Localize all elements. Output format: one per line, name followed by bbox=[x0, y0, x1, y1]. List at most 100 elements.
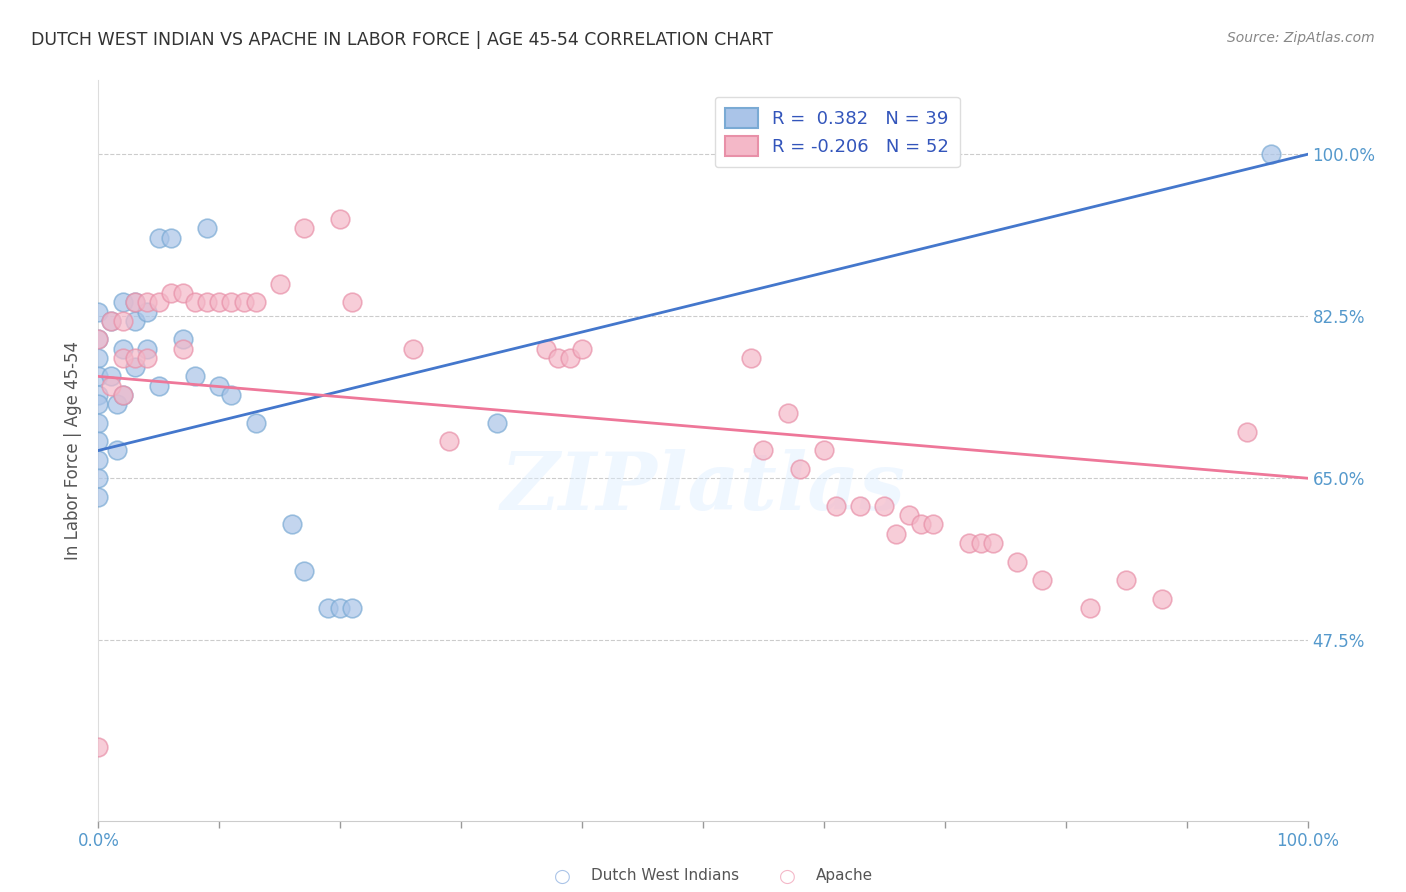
Point bbox=[87, 332, 110, 346]
Point bbox=[813, 443, 835, 458]
Legend: R =  0.382   N = 39, R = -0.206   N = 52: R = 0.382 N = 39, R = -0.206 N = 52 bbox=[714, 96, 960, 168]
Point bbox=[849, 499, 872, 513]
Point bbox=[208, 295, 231, 310]
Point bbox=[402, 342, 425, 356]
Point bbox=[100, 378, 122, 392]
Point bbox=[221, 388, 243, 402]
Point bbox=[437, 434, 460, 449]
Point bbox=[886, 526, 908, 541]
Point bbox=[232, 295, 254, 310]
Point bbox=[124, 295, 146, 310]
Point bbox=[184, 295, 207, 310]
Point bbox=[486, 416, 509, 430]
Point bbox=[316, 600, 339, 615]
Point bbox=[981, 536, 1004, 550]
Point bbox=[873, 499, 896, 513]
Point bbox=[245, 295, 267, 310]
Point bbox=[160, 230, 183, 244]
Point bbox=[124, 360, 146, 375]
Point bbox=[558, 351, 581, 365]
Point bbox=[342, 600, 364, 615]
Point bbox=[105, 397, 128, 411]
Point bbox=[825, 499, 848, 513]
Point bbox=[87, 397, 110, 411]
Point bbox=[281, 517, 304, 532]
Point bbox=[221, 295, 243, 310]
Point bbox=[124, 314, 146, 328]
Point bbox=[1031, 573, 1053, 587]
Point bbox=[124, 351, 146, 365]
Point bbox=[269, 277, 291, 291]
Point bbox=[135, 304, 157, 318]
Point bbox=[1007, 554, 1029, 569]
Text: ○: ○ bbox=[779, 866, 796, 886]
Point bbox=[740, 351, 762, 365]
Point bbox=[100, 314, 122, 328]
Point bbox=[124, 295, 146, 310]
Point bbox=[148, 230, 170, 244]
Point bbox=[87, 739, 110, 754]
Point bbox=[292, 564, 315, 578]
Point bbox=[1078, 600, 1101, 615]
Point bbox=[789, 462, 811, 476]
Point bbox=[195, 295, 218, 310]
Point bbox=[111, 351, 134, 365]
Point bbox=[105, 443, 128, 458]
Point bbox=[172, 286, 194, 301]
Point bbox=[87, 452, 110, 467]
Point bbox=[1152, 591, 1174, 606]
Point bbox=[135, 342, 157, 356]
Point bbox=[897, 508, 920, 523]
Point bbox=[1236, 425, 1258, 439]
Point bbox=[111, 295, 134, 310]
Point bbox=[111, 388, 134, 402]
Point bbox=[148, 378, 170, 392]
Point bbox=[970, 536, 993, 550]
Point bbox=[87, 388, 110, 402]
Text: Apache: Apache bbox=[815, 869, 873, 883]
Point bbox=[245, 416, 267, 430]
Point bbox=[292, 221, 315, 235]
Point bbox=[921, 517, 943, 532]
Point bbox=[1115, 573, 1137, 587]
Point bbox=[87, 471, 110, 485]
Point bbox=[111, 342, 134, 356]
Text: ○: ○ bbox=[554, 866, 571, 886]
Point bbox=[776, 407, 799, 421]
Point bbox=[195, 221, 218, 235]
Point bbox=[87, 434, 110, 449]
Point bbox=[184, 369, 207, 384]
Point bbox=[910, 517, 932, 532]
Point bbox=[148, 295, 170, 310]
Point bbox=[111, 388, 134, 402]
Point bbox=[135, 295, 157, 310]
Point bbox=[135, 351, 157, 365]
Point bbox=[957, 536, 980, 550]
Point bbox=[87, 304, 110, 318]
Y-axis label: In Labor Force | Age 45-54: In Labor Force | Age 45-54 bbox=[65, 341, 83, 560]
Point bbox=[100, 314, 122, 328]
Point bbox=[87, 490, 110, 504]
Point bbox=[547, 351, 569, 365]
Text: Dutch West Indians: Dutch West Indians bbox=[591, 869, 738, 883]
Point bbox=[172, 332, 194, 346]
Text: DUTCH WEST INDIAN VS APACHE IN LABOR FORCE | AGE 45-54 CORRELATION CHART: DUTCH WEST INDIAN VS APACHE IN LABOR FOR… bbox=[31, 31, 773, 49]
Point bbox=[100, 369, 122, 384]
Point bbox=[87, 332, 110, 346]
Point bbox=[172, 342, 194, 356]
Point bbox=[208, 378, 231, 392]
Point bbox=[1260, 147, 1282, 161]
Text: Source: ZipAtlas.com: Source: ZipAtlas.com bbox=[1227, 31, 1375, 45]
Point bbox=[329, 212, 352, 227]
Point bbox=[87, 351, 110, 365]
Point bbox=[111, 314, 134, 328]
Point bbox=[342, 295, 364, 310]
Point bbox=[87, 416, 110, 430]
Point bbox=[534, 342, 557, 356]
Point bbox=[571, 342, 593, 356]
Text: ZIPlatlas: ZIPlatlas bbox=[501, 449, 905, 526]
Point bbox=[752, 443, 775, 458]
Point bbox=[160, 286, 183, 301]
Point bbox=[329, 600, 352, 615]
Point bbox=[87, 369, 110, 384]
